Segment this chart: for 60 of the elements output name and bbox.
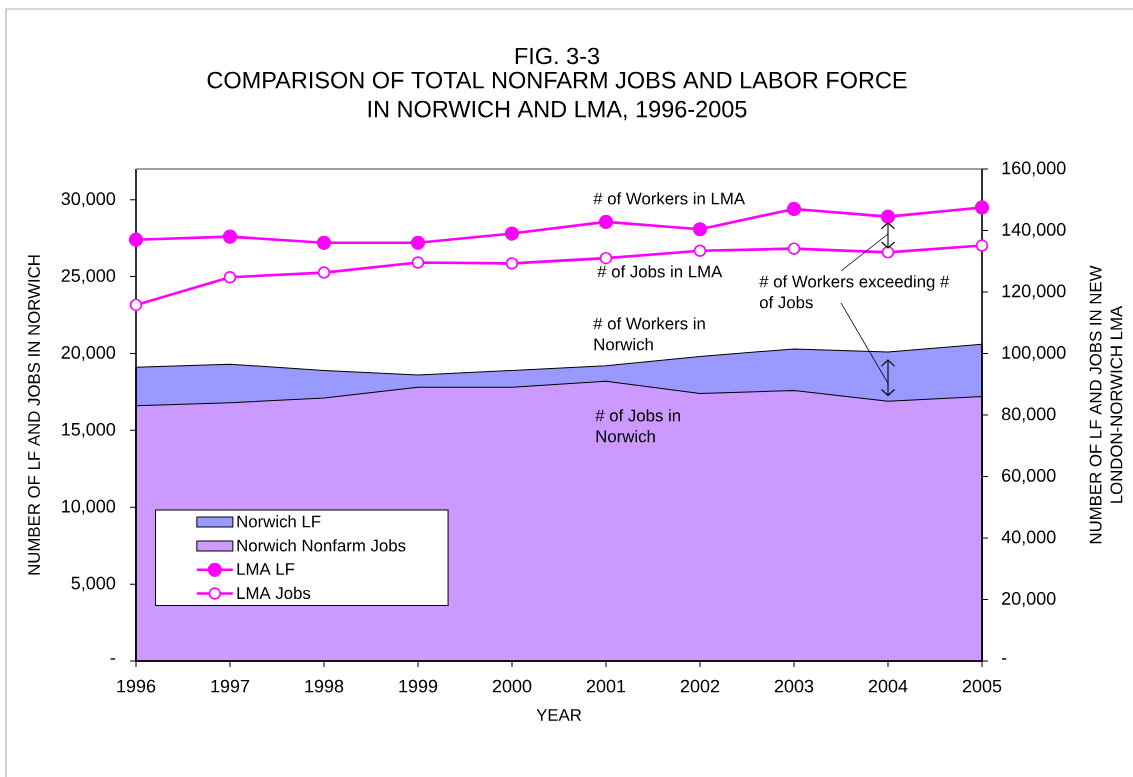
y-tick-label: 30,000 <box>61 192 116 208</box>
y2-tick-label: 40,000 <box>1001 530 1056 546</box>
point <box>599 251 613 265</box>
y-tick-label: - <box>110 658 116 660</box>
x-tick-label: 1998 <box>305 679 344 693</box>
x-axis-title: YEAR <box>536 709 582 721</box>
y-tick-label: 15,000 <box>62 422 116 438</box>
point <box>223 270 237 284</box>
point <box>316 235 332 250</box>
y2-tick-label: 100,000 <box>1002 346 1066 361</box>
point <box>128 232 144 247</box>
y-axis-title: NUMBER OF LF AND JOBS IN NORWICH <box>28 255 40 575</box>
point <box>974 200 990 215</box>
legend-label: LMA LF <box>237 563 295 575</box>
annotation: # of Workers exceeding # of Jobs <box>759 275 950 309</box>
x-tick-label: 1997 <box>211 679 250 693</box>
y2-tick-label: 80,000 <box>1001 407 1056 423</box>
legend-label: Norwich LF <box>237 515 321 528</box>
x-tick-label: 2000 <box>492 679 532 693</box>
y2-tick-label: 160,000 <box>1002 161 1066 177</box>
y2-tick-label: 60,000 <box>1002 469 1056 484</box>
annotation: # of Jobs in LMA <box>597 265 723 278</box>
chart-title: FIG. 3-3 <box>515 47 600 65</box>
point <box>786 201 802 217</box>
point <box>222 229 238 244</box>
x-tick-label: 2002 <box>680 679 720 693</box>
annotation: # of Workers in Norwich <box>593 317 705 351</box>
chart-subtitle: COMPARISON OF TOTAL NONFARM JOBS AND LABOR FORCE IN NORWICH AND LMA, 1996-2005 <box>207 71 907 121</box>
point <box>411 256 425 269</box>
y2-tick-label: 120,000 <box>1002 284 1066 300</box>
y2-tick-label: 20,000 <box>1002 592 1056 607</box>
point <box>975 239 989 252</box>
annotation: # of Workers in LMA <box>593 192 746 205</box>
y-tick-label: 20,000 <box>61 346 116 361</box>
point <box>598 214 614 229</box>
point <box>880 209 896 224</box>
y-tick-label: 5,000 <box>71 576 116 592</box>
x-tick-label: 1996 <box>117 679 156 693</box>
x-tick-label: 1999 <box>399 679 438 693</box>
y2-tick-label: - <box>1001 658 1007 660</box>
point <box>129 298 143 312</box>
x-tick-label: 2001 <box>586 679 626 693</box>
point <box>410 235 426 250</box>
legend-label: LMA Jobs <box>237 586 311 600</box>
y-tick-label: 25,000 <box>61 269 116 285</box>
x-tick-label: 2003 <box>774 679 814 693</box>
point <box>692 222 708 237</box>
y-tick-label: 10,000 <box>62 499 116 515</box>
y2-axis-title: NUMBER OF LF AND JOBS IN NEW LONDON-NORWICH LMA <box>1089 265 1123 544</box>
legend-label: Norwich Nonfarm Jobs <box>237 539 406 552</box>
point <box>317 266 331 279</box>
point <box>881 246 895 259</box>
y2-tick-label: 140,000 <box>1002 223 1066 238</box>
point <box>693 244 707 258</box>
point <box>505 257 519 270</box>
point <box>504 226 520 241</box>
annotation: # of Jobs in Norwich <box>595 409 681 443</box>
x-tick-label: 2005 <box>962 679 1002 693</box>
x-tick-label: 2004 <box>868 679 908 693</box>
point <box>787 242 801 255</box>
